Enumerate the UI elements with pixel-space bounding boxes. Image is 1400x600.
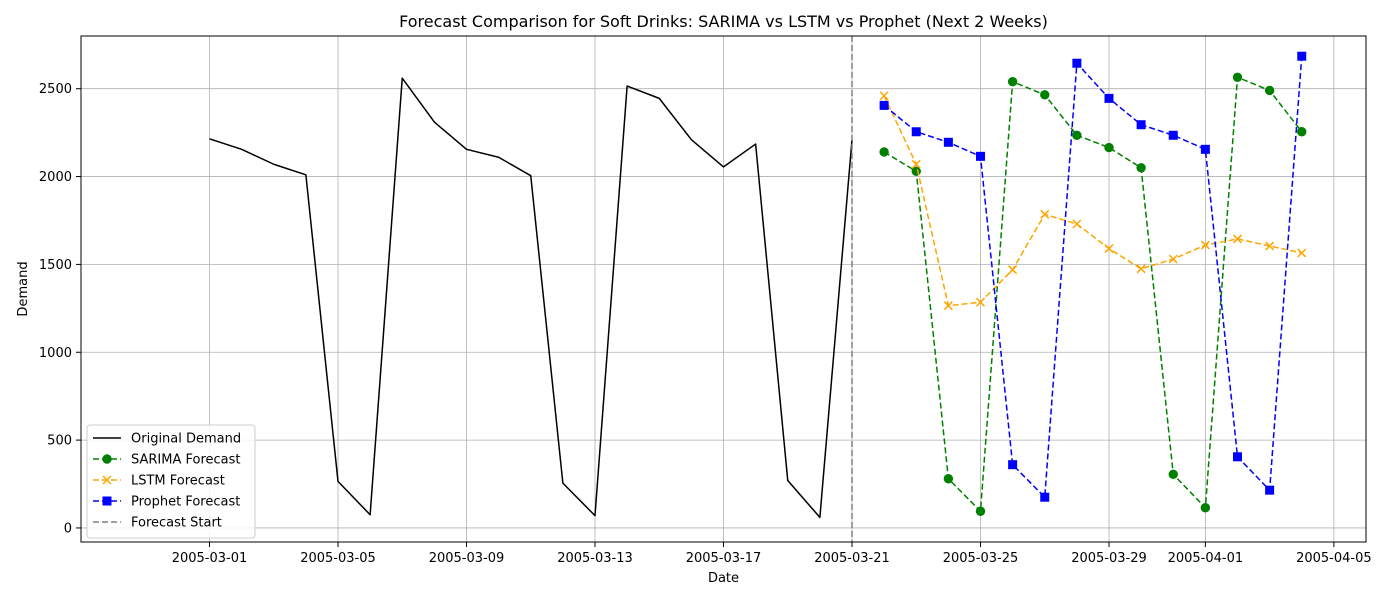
- data-point-lstm-forecast: [1200, 240, 1210, 250]
- data-point-prophet-forecast: [1136, 120, 1146, 130]
- chart-title: Forecast Comparison for Soft Drinks: SAR…: [399, 12, 1048, 31]
- data-point-lstm-forecast: [1008, 265, 1018, 275]
- data-point-sarima-forecast: [1007, 76, 1018, 87]
- plot-marks: [209, 36, 1307, 542]
- data-point-prophet-forecast: [976, 151, 985, 161]
- series-original-demand: [209, 77, 853, 519]
- data-point-prophet-forecast: [1297, 51, 1307, 61]
- series-line-original-demand: [209, 77, 853, 519]
- x-axis-ticks: 2005-03-01 2005-03-05 2005-03-09 2005-03-13…: [172, 542, 1372, 566]
- data-point-prophet-forecast: [1008, 460, 1018, 470]
- data-point-prophet-forecast: [943, 137, 953, 147]
- legend-item: Forecast Start: [93, 516, 222, 531]
- legend-marker: [102, 496, 112, 506]
- data-point-prophet-forecast: [1265, 485, 1275, 495]
- x-tick-label: 2005-04-01: [1168, 551, 1244, 566]
- x-tick-label: 2005-03-09: [429, 551, 505, 566]
- legend-item: SARIMA Forecast: [93, 453, 241, 468]
- data-point-sarima-forecast: [975, 506, 986, 516]
- legend-item: Original Demand: [93, 432, 241, 447]
- series-prophet-forecast: [879, 51, 1307, 502]
- series-sarima-forecast: [879, 72, 1307, 516]
- data-point-lstm-forecast: [1136, 264, 1146, 274]
- data-point-lstm-forecast: [975, 297, 986, 307]
- x-tick-label: 2005-03-05: [300, 551, 376, 566]
- x-tick-label: 2005-04-05: [1296, 551, 1372, 566]
- data-point-lstm-forecast: [1104, 244, 1114, 254]
- series-line-prophet-forecast: [883, 56, 1303, 498]
- data-point-lstm-forecast: [1232, 234, 1243, 244]
- data-point-sarima-forecast: [1264, 85, 1275, 96]
- legend-label: Forecast Start: [131, 516, 222, 531]
- y-tick-label: 2000: [39, 170, 72, 185]
- data-point-sarima-forecast: [1297, 127, 1307, 137]
- y-tick-label: 0: [64, 521, 72, 536]
- x-tick-label: 2005-03-01: [172, 551, 248, 566]
- data-point-lstm-forecast: [1072, 219, 1082, 229]
- data-point-sarima-forecast: [1072, 130, 1082, 140]
- x-axis-label: Date: [708, 571, 739, 586]
- data-point-sarima-forecast: [1232, 72, 1243, 82]
- data-point-prophet-forecast: [1072, 58, 1082, 68]
- data-point-prophet-forecast: [1200, 144, 1210, 154]
- legend-item: LSTM Forecast: [93, 474, 225, 489]
- legend-box: [86, 424, 256, 539]
- data-point-prophet-forecast: [911, 127, 921, 137]
- x-tick-label: 2005-03-25: [943, 551, 1019, 566]
- data-point-lstm-forecast: [911, 159, 921, 169]
- data-point-prophet-forecast: [1040, 492, 1050, 502]
- data-point-lstm-forecast: [943, 301, 953, 311]
- data-point-prophet-forecast: [1104, 93, 1114, 103]
- x-tick-label: 2005-03-29: [1071, 551, 1147, 566]
- data-point-lstm-forecast: [1297, 248, 1307, 258]
- legend-marker: [102, 454, 112, 464]
- data-point-prophet-forecast: [879, 100, 889, 110]
- y-tick-label: 500: [47, 434, 72, 449]
- data-point-sarima-forecast: [1168, 469, 1178, 480]
- legend: Original Demand SARIMA Forecast LSTM Forec…: [86, 424, 256, 539]
- y-axis-ticks: 0 500 1000 1500 2000 2500: [39, 82, 81, 536]
- data-point-lstm-forecast: [1265, 241, 1275, 251]
- data-point-sarima-forecast: [943, 474, 954, 484]
- y-tick-label: 1500: [39, 258, 72, 273]
- series-line-lstm-forecast: [883, 95, 1302, 307]
- legend-label: SARIMA Forecast: [131, 453, 241, 468]
- legend-item: Prophet Forecast: [93, 495, 240, 510]
- legend-label: Original Demand: [131, 432, 241, 447]
- data-point-prophet-forecast: [1233, 452, 1242, 462]
- y-tick-label: 2500: [39, 82, 72, 97]
- data-point-prophet-forecast: [1168, 130, 1178, 140]
- x-tick-label: 2005-03-13: [557, 551, 633, 566]
- legend-label: LSTM Forecast: [131, 474, 225, 489]
- data-point-sarima-forecast: [1104, 142, 1114, 153]
- legend-marker: [102, 475, 112, 485]
- data-point-lstm-forecast: [1040, 209, 1050, 219]
- data-point-lstm-forecast: [879, 91, 889, 101]
- x-tick-label: 2005-03-21: [814, 551, 890, 566]
- series-line-sarima-forecast: [883, 76, 1303, 513]
- data-point-sarima-forecast: [879, 147, 889, 157]
- y-axis-label: Demand: [16, 261, 31, 316]
- data-point-sarima-forecast: [1136, 163, 1146, 173]
- x-tick-label: 2005-03-17: [686, 551, 762, 566]
- data-point-sarima-forecast: [1040, 90, 1050, 100]
- y-tick-label: 1000: [39, 346, 72, 361]
- legend-label: Prophet Forecast: [131, 495, 240, 510]
- data-point-sarima-forecast: [1200, 503, 1211, 513]
- series-lstm-forecast: [879, 91, 1307, 311]
- grid: [81, 36, 1366, 542]
- data-point-lstm-forecast: [1168, 254, 1178, 264]
